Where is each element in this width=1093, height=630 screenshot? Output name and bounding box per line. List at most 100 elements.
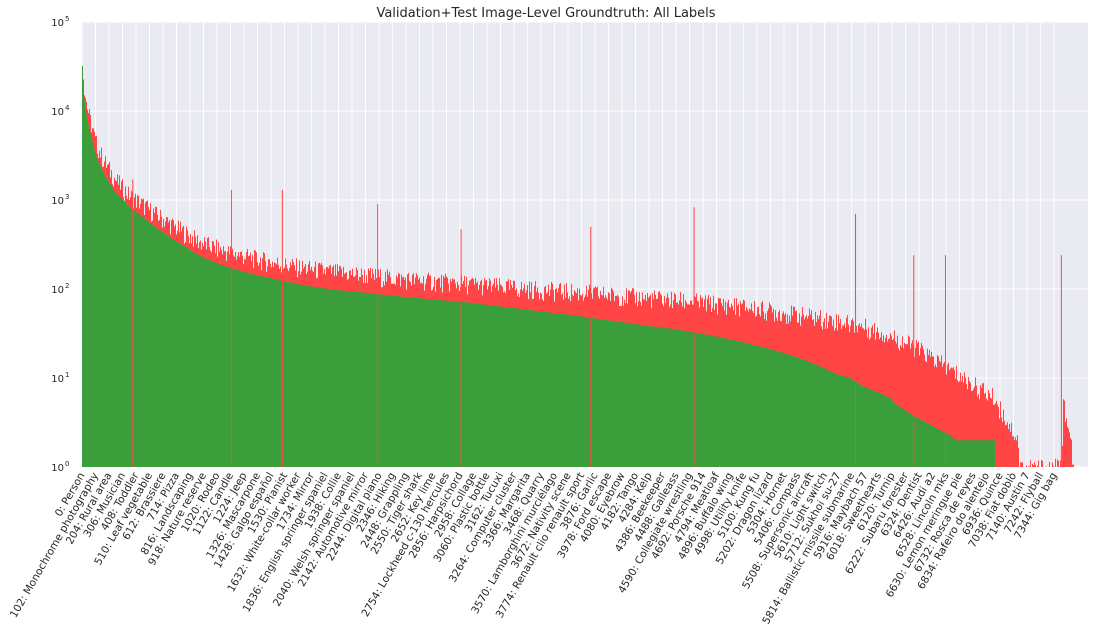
bar	[305, 285, 306, 467]
bar	[831, 371, 832, 467]
bar	[647, 325, 648, 467]
bar	[295, 283, 296, 467]
bar	[1032, 463, 1033, 467]
bar	[941, 430, 942, 467]
bar	[910, 348, 911, 467]
bar	[266, 277, 267, 467]
bar	[96, 156, 97, 467]
bar	[319, 287, 320, 467]
bar	[122, 199, 123, 467]
bar	[454, 301, 455, 467]
bar	[338, 290, 339, 467]
bar	[986, 440, 987, 467]
bar	[921, 419, 922, 467]
y-tick-label: 10	[51, 374, 64, 385]
bar	[817, 365, 818, 467]
bar	[667, 328, 668, 467]
bar	[834, 373, 835, 467]
bar	[743, 342, 744, 467]
bar	[240, 270, 241, 467]
bar	[348, 291, 349, 467]
bar	[598, 318, 599, 467]
bar	[949, 434, 950, 467]
bar	[833, 372, 834, 467]
spike-bars	[132, 179, 1062, 467]
bar	[637, 324, 638, 467]
bar	[960, 372, 961, 467]
bar	[767, 348, 768, 467]
bar	[804, 360, 805, 467]
bar	[966, 383, 967, 467]
bar	[799, 358, 800, 467]
bar	[899, 406, 900, 467]
bar	[383, 294, 384, 467]
bar	[450, 300, 451, 467]
bar	[451, 301, 452, 467]
bar	[562, 313, 563, 467]
bar	[99, 163, 100, 467]
bar	[659, 327, 660, 467]
bar	[806, 360, 807, 467]
bar	[183, 245, 184, 467]
bar	[934, 366, 935, 467]
bar	[249, 273, 250, 467]
bar	[606, 320, 607, 467]
bar	[752, 344, 753, 467]
bar	[702, 333, 703, 467]
bar	[990, 397, 991, 467]
bar	[502, 306, 503, 467]
bar	[710, 335, 711, 467]
bar	[561, 313, 562, 467]
bar	[433, 299, 434, 467]
bar	[708, 335, 709, 467]
bar	[172, 238, 173, 467]
bar	[823, 367, 824, 467]
bar	[682, 330, 683, 467]
bar	[527, 309, 528, 467]
bar	[840, 375, 841, 467]
bar	[501, 306, 502, 467]
bar	[477, 303, 478, 467]
bar	[982, 440, 983, 467]
bar	[792, 355, 793, 467]
bar	[931, 351, 932, 467]
bar	[628, 323, 629, 467]
bar	[901, 346, 902, 467]
bar	[173, 239, 174, 467]
y-tick-label: 10	[51, 107, 64, 118]
bar	[830, 371, 831, 467]
bar	[104, 174, 105, 467]
bar	[786, 353, 787, 467]
bar	[1014, 440, 1015, 467]
bar	[946, 374, 947, 467]
bar	[811, 362, 812, 467]
bar	[304, 285, 305, 467]
bar	[570, 314, 571, 467]
bar	[243, 271, 244, 467]
bar	[230, 268, 231, 467]
bar	[874, 390, 875, 467]
bar	[558, 313, 559, 467]
y-tick-exponent: 3	[65, 193, 69, 201]
bar	[790, 355, 791, 467]
bar	[731, 339, 732, 467]
bar	[761, 346, 762, 467]
bar	[819, 366, 820, 467]
bar	[569, 314, 570, 467]
bar	[608, 320, 609, 467]
bar	[429, 299, 430, 467]
bar	[521, 309, 522, 467]
bar	[124, 201, 125, 468]
bar	[108, 181, 109, 467]
bar	[452, 301, 453, 467]
bar	[596, 318, 597, 467]
bar	[1020, 462, 1021, 467]
bar	[635, 324, 636, 467]
bar	[941, 355, 942, 467]
bar	[417, 298, 418, 467]
bar	[878, 392, 879, 467]
bar	[553, 312, 554, 467]
bar	[894, 402, 895, 467]
bar	[714, 336, 715, 467]
bar	[269, 277, 270, 467]
